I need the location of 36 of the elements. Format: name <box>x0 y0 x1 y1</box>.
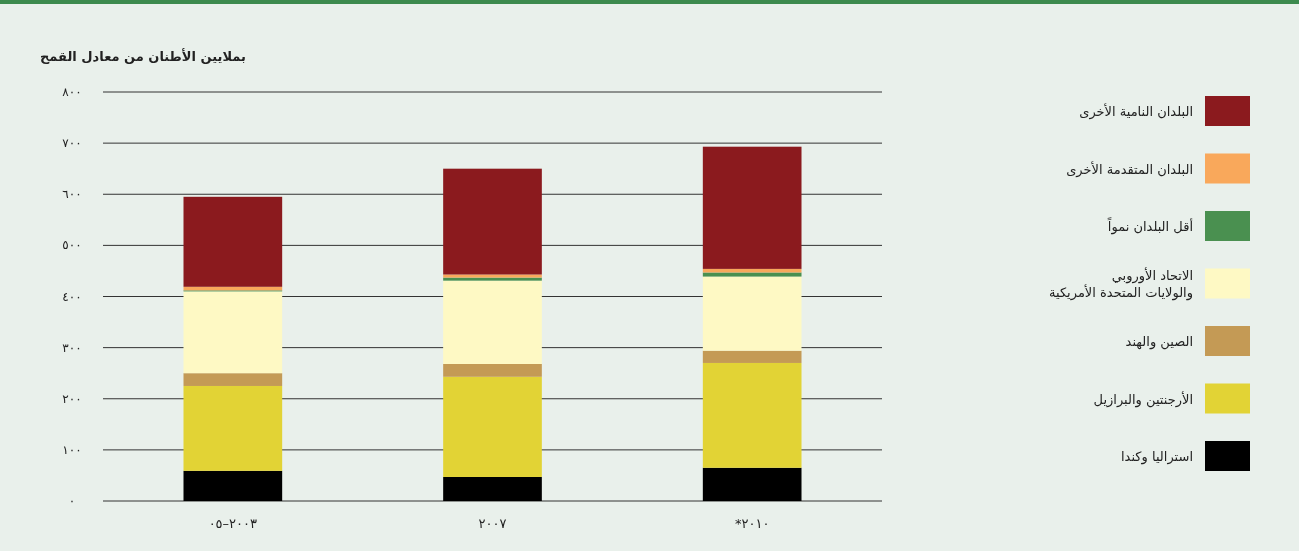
legend-label: أقل البلدان نمواً <box>1107 217 1193 235</box>
y-tick-label: ٧٠٠ <box>62 136 82 151</box>
bar <box>443 280 542 364</box>
x-tick-label: ٢٠١٠* <box>734 516 770 531</box>
bar <box>183 470 283 501</box>
y-tick-label: ٨٠٠ <box>62 85 82 99</box>
legend-label: البلدان المتقدمة الأخرى <box>1066 160 1193 178</box>
bar <box>702 146 802 269</box>
bar <box>443 363 542 377</box>
bar <box>183 291 283 374</box>
y-tick-label: ٢٠٠ <box>62 391 82 406</box>
bar <box>702 272 802 277</box>
bar <box>183 196 283 287</box>
legend-label: البلدان النامية الأخرى <box>1079 103 1193 120</box>
bar <box>183 373 283 386</box>
bar <box>702 467 802 501</box>
bar <box>443 476 542 501</box>
bar <box>702 350 802 363</box>
legend-label: استراليا وكندا <box>1120 449 1193 465</box>
y-tick-label: ٠ <box>68 494 76 508</box>
y-tick-label: ٦٠٠ <box>62 187 82 202</box>
y-tick-label: ١٠٠ <box>62 442 82 457</box>
y-tick-label: ٣٠٠ <box>62 340 82 355</box>
bar <box>183 385 283 471</box>
y-tick-label: ٥٠٠ <box>62 238 82 253</box>
bar <box>702 276 802 351</box>
bar <box>702 362 802 468</box>
y-tick-label: ٤٠٠ <box>62 289 82 304</box>
legend-label: الصين والهند <box>1125 334 1193 350</box>
x-tick-label: ٢٠٠٧ <box>478 516 507 531</box>
legend-label: الأرجنتين والبرازيل <box>1093 390 1193 408</box>
legend-label: الاتحاد الأوروبي والولايات المتحدة الأمريكية <box>1049 267 1193 301</box>
y-axis-title: بملايين الأطنان من معادل القمح <box>40 48 246 64</box>
bar <box>443 168 542 275</box>
x-tick-label: ٢٠٠٣–٠٥ <box>208 516 258 531</box>
bar <box>443 376 542 477</box>
